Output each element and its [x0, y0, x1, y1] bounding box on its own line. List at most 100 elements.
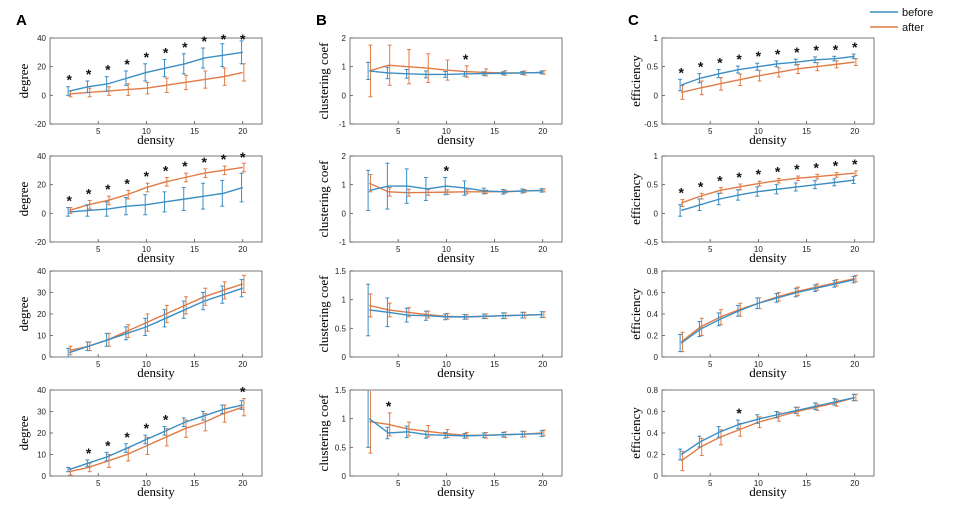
- x-tick-label: 5: [708, 479, 713, 488]
- chart-axes-box: [661, 389, 875, 477]
- y-axis-label: efficiency: [628, 173, 643, 225]
- x-axis-label: density: [749, 132, 787, 147]
- x-tick-label: 15: [802, 360, 811, 369]
- x-tick-label: 20: [238, 127, 247, 136]
- x-tick-label: 5: [396, 360, 401, 369]
- x-axis-label: density: [137, 132, 175, 147]
- chart-0-1: -1 0 1 2 5 10 15 20 density clustering coef *: [316, 34, 563, 147]
- significance-star: *: [124, 429, 130, 445]
- x-axis-label: density: [137, 365, 175, 380]
- x-axis-label: density: [749, 250, 787, 265]
- y-tick-label: 0.8: [647, 386, 659, 395]
- x-axis-label: density: [437, 132, 475, 147]
- significance-star: *: [736, 405, 742, 421]
- x-tick-label: 10: [442, 360, 451, 369]
- x-tick-label: 10: [142, 245, 151, 254]
- y-tick-label: 1: [342, 63, 347, 72]
- y-tick-label: 2: [342, 34, 347, 43]
- y-tick-label: 0.2: [647, 332, 659, 341]
- x-axis-label: density: [137, 250, 175, 265]
- x-tick-label: 20: [538, 245, 547, 254]
- y-axis-label: clustering coef: [316, 275, 331, 353]
- x-tick-label: 20: [850, 127, 859, 136]
- chart-0-0: -20 0 20 40 5 10 15 20 density degree * * * * * * * * * *: [16, 31, 263, 147]
- y-tick-label: 20: [37, 181, 46, 190]
- significance-star: *: [182, 39, 188, 55]
- y-tick-label: 0: [342, 91, 347, 100]
- x-tick-label: 5: [708, 127, 713, 136]
- x-tick-label: 20: [538, 479, 547, 488]
- significance-star: *: [240, 149, 246, 165]
- legend-label-before: before: [902, 7, 933, 19]
- series-line-before: [681, 179, 855, 212]
- y-tick-label: 0.4: [647, 429, 659, 438]
- series-line-after: [69, 166, 243, 212]
- x-tick-label: 10: [754, 479, 763, 488]
- significance-star: *: [240, 384, 246, 400]
- x-tick-label: 5: [96, 245, 101, 254]
- x-tick-label: 10: [442, 479, 451, 488]
- y-tick-label: 40: [37, 34, 46, 43]
- series-line-after: [680, 396, 855, 462]
- significance-star: *: [105, 437, 111, 453]
- significance-star: *: [717, 55, 723, 71]
- y-axis-label: efficiency: [628, 288, 643, 340]
- x-tick-label: 20: [850, 245, 859, 254]
- significance-star: *: [852, 39, 858, 55]
- significance-star: *: [833, 158, 839, 174]
- x-tick-label: 5: [396, 479, 401, 488]
- significance-star: *: [386, 398, 392, 414]
- series-line-before: [680, 396, 855, 456]
- x-tick-label: 15: [802, 245, 811, 254]
- chart-1-0: -20 0 20 40 5 10 15 20 density degree * * * * * * * * * *: [16, 149, 263, 265]
- y-tick-label: 0: [42, 209, 47, 218]
- y-tick-label: 2: [342, 152, 347, 161]
- significance-star: *: [679, 64, 685, 80]
- y-tick-label: -20: [34, 120, 46, 129]
- significance-star: *: [221, 151, 227, 167]
- y-tick-label: 30: [37, 408, 46, 417]
- y-tick-label: 1: [342, 415, 347, 424]
- y-tick-label: 0: [654, 91, 659, 100]
- significance-star: *: [240, 31, 246, 47]
- series-line-before: [369, 70, 543, 76]
- y-tick-label: 20: [37, 63, 46, 72]
- x-tick-label: 20: [538, 127, 547, 136]
- x-axis-label: density: [437, 250, 475, 265]
- x-tick-label: 15: [802, 127, 811, 136]
- y-tick-label: -1: [339, 238, 347, 247]
- x-tick-label: 10: [142, 360, 151, 369]
- x-tick-label: 5: [708, 245, 713, 254]
- chart-axes-box: [49, 37, 263, 125]
- significance-star: *: [163, 412, 169, 428]
- significance-star: *: [698, 59, 704, 75]
- y-tick-label: 40: [37, 386, 46, 395]
- x-tick-label: 5: [396, 245, 401, 254]
- y-tick-label: 0: [342, 353, 347, 362]
- x-tick-label: 10: [754, 127, 763, 136]
- significance-star: *: [698, 178, 704, 194]
- x-axis-label: density: [137, 484, 175, 499]
- y-tick-label: 1.5: [335, 386, 347, 395]
- chart-2-0: 0 10 20 30 40 5 10 15 20 density degree: [16, 267, 263, 380]
- significance-star: *: [124, 175, 130, 191]
- legend-label-after: after: [902, 22, 924, 34]
- y-tick-label: 0.2: [647, 451, 659, 460]
- significance-star: *: [756, 48, 762, 64]
- x-tick-label: 10: [142, 127, 151, 136]
- x-tick-label: 20: [238, 479, 247, 488]
- significance-star: *: [201, 154, 207, 170]
- series-line-before: [69, 186, 243, 213]
- x-tick-label: 20: [850, 479, 859, 488]
- series-line-after: [69, 283, 243, 352]
- series-line-before: [680, 278, 855, 344]
- y-tick-label: 20: [37, 310, 46, 319]
- significance-star: *: [163, 45, 169, 61]
- y-tick-label: 40: [37, 152, 46, 161]
- significance-star: *: [833, 41, 839, 57]
- x-tick-label: 15: [490, 360, 499, 369]
- y-axis-label: efficiency: [628, 407, 643, 459]
- x-tick-label: 15: [190, 479, 199, 488]
